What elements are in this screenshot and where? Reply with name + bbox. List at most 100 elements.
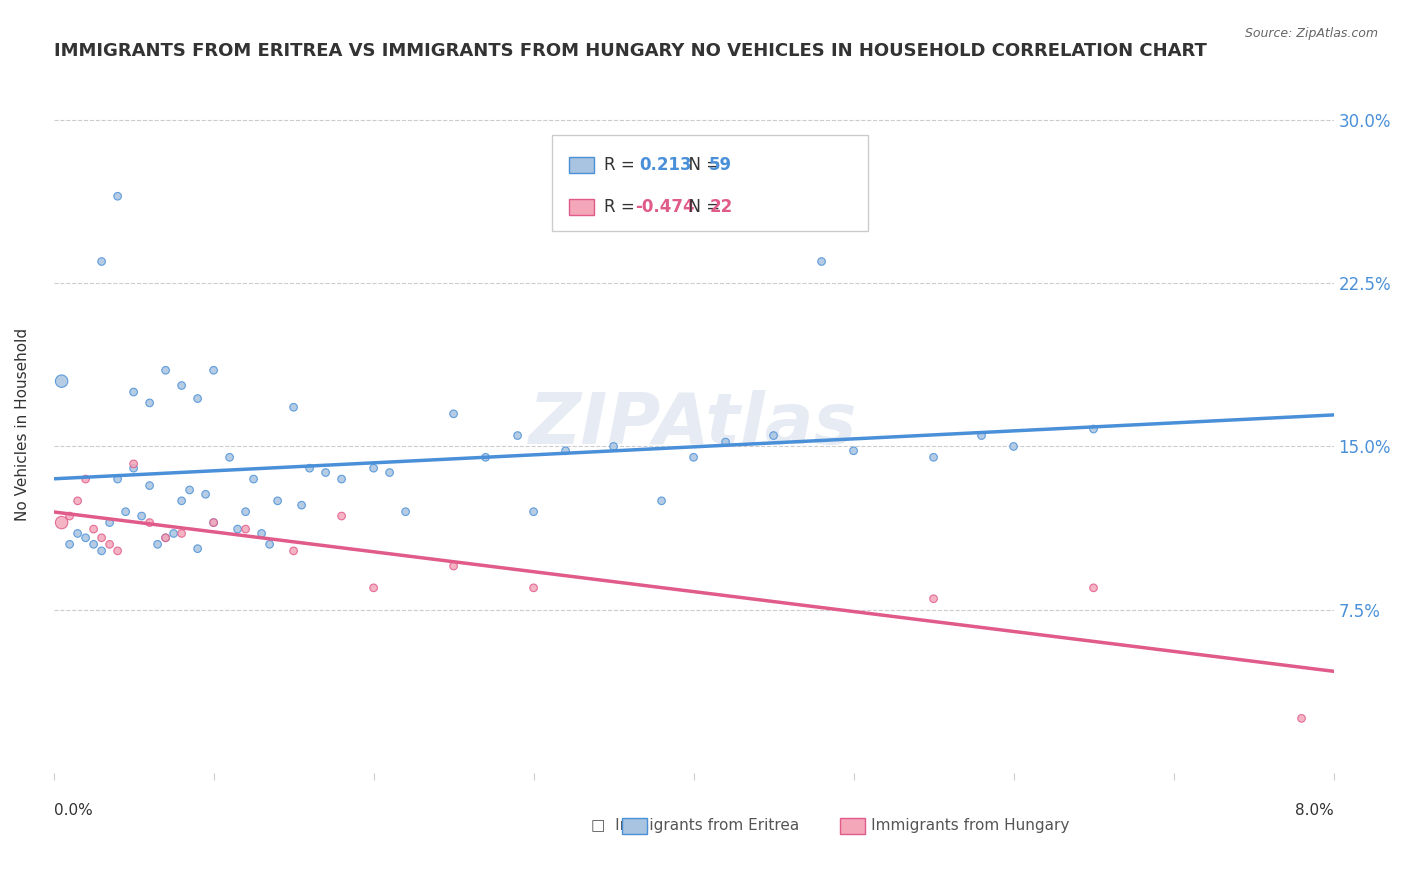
Point: [170, 526, 193, 541]
Text: 0.0%: 0.0%: [53, 803, 93, 818]
Text: Source: ZipAtlas.com: Source: ZipAtlas.com: [1244, 27, 1378, 40]
Point: [202, 516, 225, 530]
Point: [602, 439, 624, 453]
Y-axis label: No Vehicles in Household: No Vehicles in Household: [15, 328, 30, 521]
Point: [922, 591, 945, 606]
Point: [443, 559, 465, 574]
Point: [138, 478, 160, 492]
Point: [378, 466, 401, 480]
Point: [66, 526, 89, 541]
Point: [330, 509, 353, 524]
Point: [155, 531, 177, 545]
Point: [363, 461, 385, 475]
Point: [443, 407, 465, 421]
Point: [218, 450, 240, 465]
Point: [122, 461, 145, 475]
Point: [75, 472, 97, 486]
Text: -0.474: -0.474: [634, 198, 695, 216]
Point: [922, 450, 945, 465]
Point: [146, 537, 169, 551]
Text: 59: 59: [709, 156, 733, 174]
Point: [266, 493, 288, 508]
Point: [250, 526, 273, 541]
Point: [283, 544, 305, 558]
Point: [330, 472, 353, 486]
Text: □  Immigrants from Eritrea: □ Immigrants from Eritrea: [591, 818, 800, 833]
Text: IMMIGRANTS FROM ERITREA VS IMMIGRANTS FROM HUNGARY NO VEHICLES IN HOUSEHOLD CORR: IMMIGRANTS FROM ERITREA VS IMMIGRANTS FR…: [53, 42, 1206, 60]
Point: [122, 457, 145, 471]
Point: [114, 505, 136, 519]
Point: [170, 493, 193, 508]
Point: [1291, 711, 1313, 725]
Point: [90, 254, 112, 268]
Point: [522, 505, 544, 519]
Point: [762, 428, 785, 442]
Point: [315, 466, 337, 480]
Point: [83, 522, 105, 536]
Point: [291, 498, 314, 512]
Text: R =: R =: [603, 156, 640, 174]
Point: [242, 472, 264, 486]
Point: [651, 493, 673, 508]
Point: [842, 443, 865, 458]
Text: 8.0%: 8.0%: [1295, 803, 1333, 818]
Point: [107, 189, 129, 203]
FancyBboxPatch shape: [568, 157, 593, 173]
Point: [51, 516, 73, 530]
Point: [474, 450, 496, 465]
Point: [75, 531, 97, 545]
Point: [522, 581, 544, 595]
Point: [235, 505, 257, 519]
Text: □  Immigrants from Hungary: □ Immigrants from Hungary: [848, 818, 1070, 833]
Point: [131, 509, 153, 524]
Point: [155, 363, 177, 377]
Point: [226, 522, 249, 536]
Point: [259, 537, 281, 551]
Text: N =: N =: [678, 156, 725, 174]
Point: [194, 487, 217, 501]
Text: R =: R =: [603, 198, 640, 216]
Point: [554, 443, 576, 458]
Point: [107, 472, 129, 486]
Point: [90, 544, 112, 558]
Point: [506, 428, 529, 442]
Point: [970, 428, 993, 442]
Point: [107, 544, 129, 558]
Text: ZIPAtlas: ZIPAtlas: [529, 390, 858, 459]
Point: [66, 493, 89, 508]
Point: [122, 385, 145, 400]
Point: [162, 526, 184, 541]
Point: [98, 537, 121, 551]
Point: [170, 378, 193, 392]
Point: [51, 374, 73, 388]
Text: 22: 22: [709, 198, 733, 216]
Point: [298, 461, 321, 475]
Point: [83, 537, 105, 551]
Point: [714, 435, 737, 450]
Point: [682, 450, 704, 465]
Point: [155, 531, 177, 545]
Point: [59, 537, 82, 551]
Point: [90, 531, 112, 545]
Point: [59, 509, 82, 524]
Point: [394, 505, 416, 519]
Point: [179, 483, 201, 497]
Point: [363, 581, 385, 595]
Point: [810, 254, 832, 268]
Point: [1083, 581, 1105, 595]
Point: [98, 516, 121, 530]
Point: [138, 516, 160, 530]
Point: [1002, 439, 1025, 453]
FancyBboxPatch shape: [568, 199, 593, 215]
Text: 0.213: 0.213: [638, 156, 692, 174]
Point: [1083, 422, 1105, 436]
Point: [187, 392, 209, 406]
FancyBboxPatch shape: [551, 135, 868, 231]
Point: [202, 516, 225, 530]
Point: [283, 401, 305, 415]
Text: N =: N =: [678, 198, 725, 216]
Point: [235, 522, 257, 536]
Point: [202, 363, 225, 377]
Point: [138, 396, 160, 410]
Point: [187, 541, 209, 556]
